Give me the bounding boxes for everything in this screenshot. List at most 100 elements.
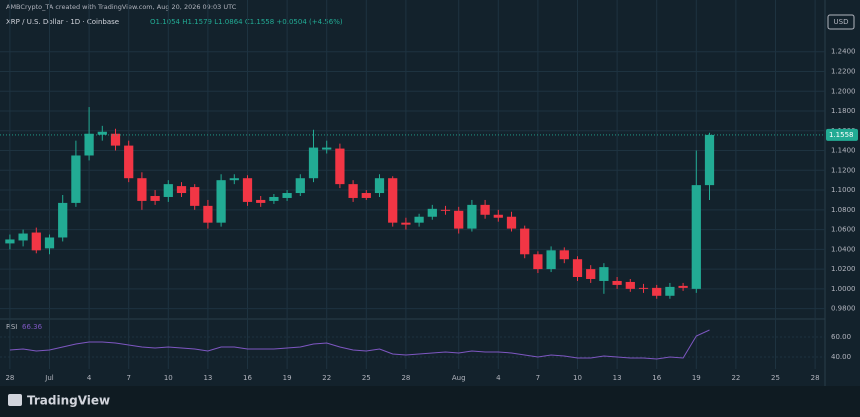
candle-body (454, 210, 464, 229)
candle (520, 225, 530, 259)
y-tick-label: 1.0800 (831, 206, 856, 214)
candle (533, 251, 543, 274)
currency-box[interactable] (827, 14, 855, 30)
candle (599, 263, 609, 294)
candle-body (163, 184, 173, 197)
candle-body (322, 147, 332, 150)
candle (401, 217, 411, 230)
x-tick-label: 10 (573, 374, 582, 382)
candle (427, 204, 437, 220)
candle (652, 284, 662, 299)
candle (269, 194, 279, 204)
candle-body (269, 196, 279, 201)
x-tick-label: 16 (243, 374, 252, 382)
candle-body (665, 286, 675, 296)
candle (572, 256, 583, 281)
candle (163, 180, 173, 202)
candle-body (308, 147, 319, 179)
candle (203, 199, 213, 229)
candle-body (586, 269, 596, 279)
candle (691, 150, 701, 293)
x-tick-label: 19 (283, 374, 292, 382)
last-price-tag (826, 128, 858, 141)
x-tick-label: 7 (126, 374, 130, 382)
candle (256, 195, 266, 207)
y-tick-label: 0.9800 (831, 305, 856, 313)
candle (678, 282, 688, 291)
candle (612, 277, 622, 289)
x-tick-label: 22 (731, 374, 740, 382)
y-tick-label: 1.2200 (831, 67, 856, 75)
candle (559, 247, 569, 264)
y-tick-label: 1.2000 (831, 87, 856, 95)
candle (190, 184, 200, 210)
logo: TradingView (8, 394, 110, 408)
candle-body (282, 193, 292, 198)
candle-body (414, 216, 424, 223)
candle-body (652, 287, 662, 296)
candle-body (572, 259, 583, 278)
candle-body (97, 131, 107, 135)
rsi-name: RSI (6, 323, 17, 331)
candle-body (506, 216, 517, 229)
y-tick-label: 1.0600 (831, 226, 856, 234)
candle (388, 176, 398, 227)
candle (546, 246, 556, 273)
candle-body (5, 239, 15, 244)
candle (493, 209, 503, 222)
candle-body (203, 205, 213, 223)
x-tick-label: 16 (652, 374, 661, 382)
y-tick-label: 1.1400 (831, 147, 856, 155)
x-tick-label: 19 (692, 374, 701, 382)
candle-body (427, 208, 437, 217)
candle (44, 234, 55, 255)
x-tick-label: 25 (362, 374, 371, 382)
candle-body (256, 199, 266, 203)
x-tick-label: 28 (811, 374, 820, 382)
candle (467, 199, 477, 232)
x-tick-label: 28 (5, 374, 14, 382)
candle-body (242, 178, 253, 202)
candle (295, 174, 305, 196)
candle (176, 182, 187, 197)
candle (282, 190, 292, 201)
candle-body (124, 145, 134, 179)
currency[interactable]: USD (834, 18, 849, 26)
header: AMBCrypto_TA created with TradingView.co… (6, 3, 237, 11)
candle (480, 199, 490, 219)
candle-body (467, 204, 477, 229)
candle-body (599, 267, 609, 281)
candle (361, 190, 371, 200)
candle (5, 234, 15, 250)
candle-body (401, 222, 411, 225)
candle (440, 205, 451, 215)
candle-body (704, 134, 715, 186)
x-tick-label: 4 (87, 374, 92, 382)
candle-body (625, 281, 635, 289)
x-tick-label: 28 (401, 374, 410, 382)
candle (665, 282, 675, 299)
candle (216, 174, 226, 227)
candle-body (440, 209, 451, 211)
candle-body (58, 202, 68, 238)
candle (58, 195, 68, 242)
candle (454, 206, 464, 234)
y-tick-label: 1.1800 (831, 107, 856, 115)
candle-body (493, 214, 503, 218)
candle (31, 227, 41, 254)
ohlc: O1.1054 H1.1579 L1.0864 C1.1558 +0.0504 … (150, 18, 343, 26)
last-price-label: 1.1558 (829, 131, 854, 139)
x-tick-label: 25 (771, 374, 780, 382)
x-tick-label: 22 (322, 374, 331, 382)
candle-body (137, 178, 147, 201)
rsi-tick-label: 60.00 (831, 333, 851, 341)
y-tick-label: 1.0000 (831, 285, 856, 293)
candle (308, 129, 319, 183)
candle (137, 172, 147, 210)
candle-body (638, 287, 649, 289)
y-tick-label: 1.2400 (831, 48, 856, 56)
candle (97, 125, 107, 141)
candle (18, 229, 28, 247)
candle-body (374, 178, 385, 194)
